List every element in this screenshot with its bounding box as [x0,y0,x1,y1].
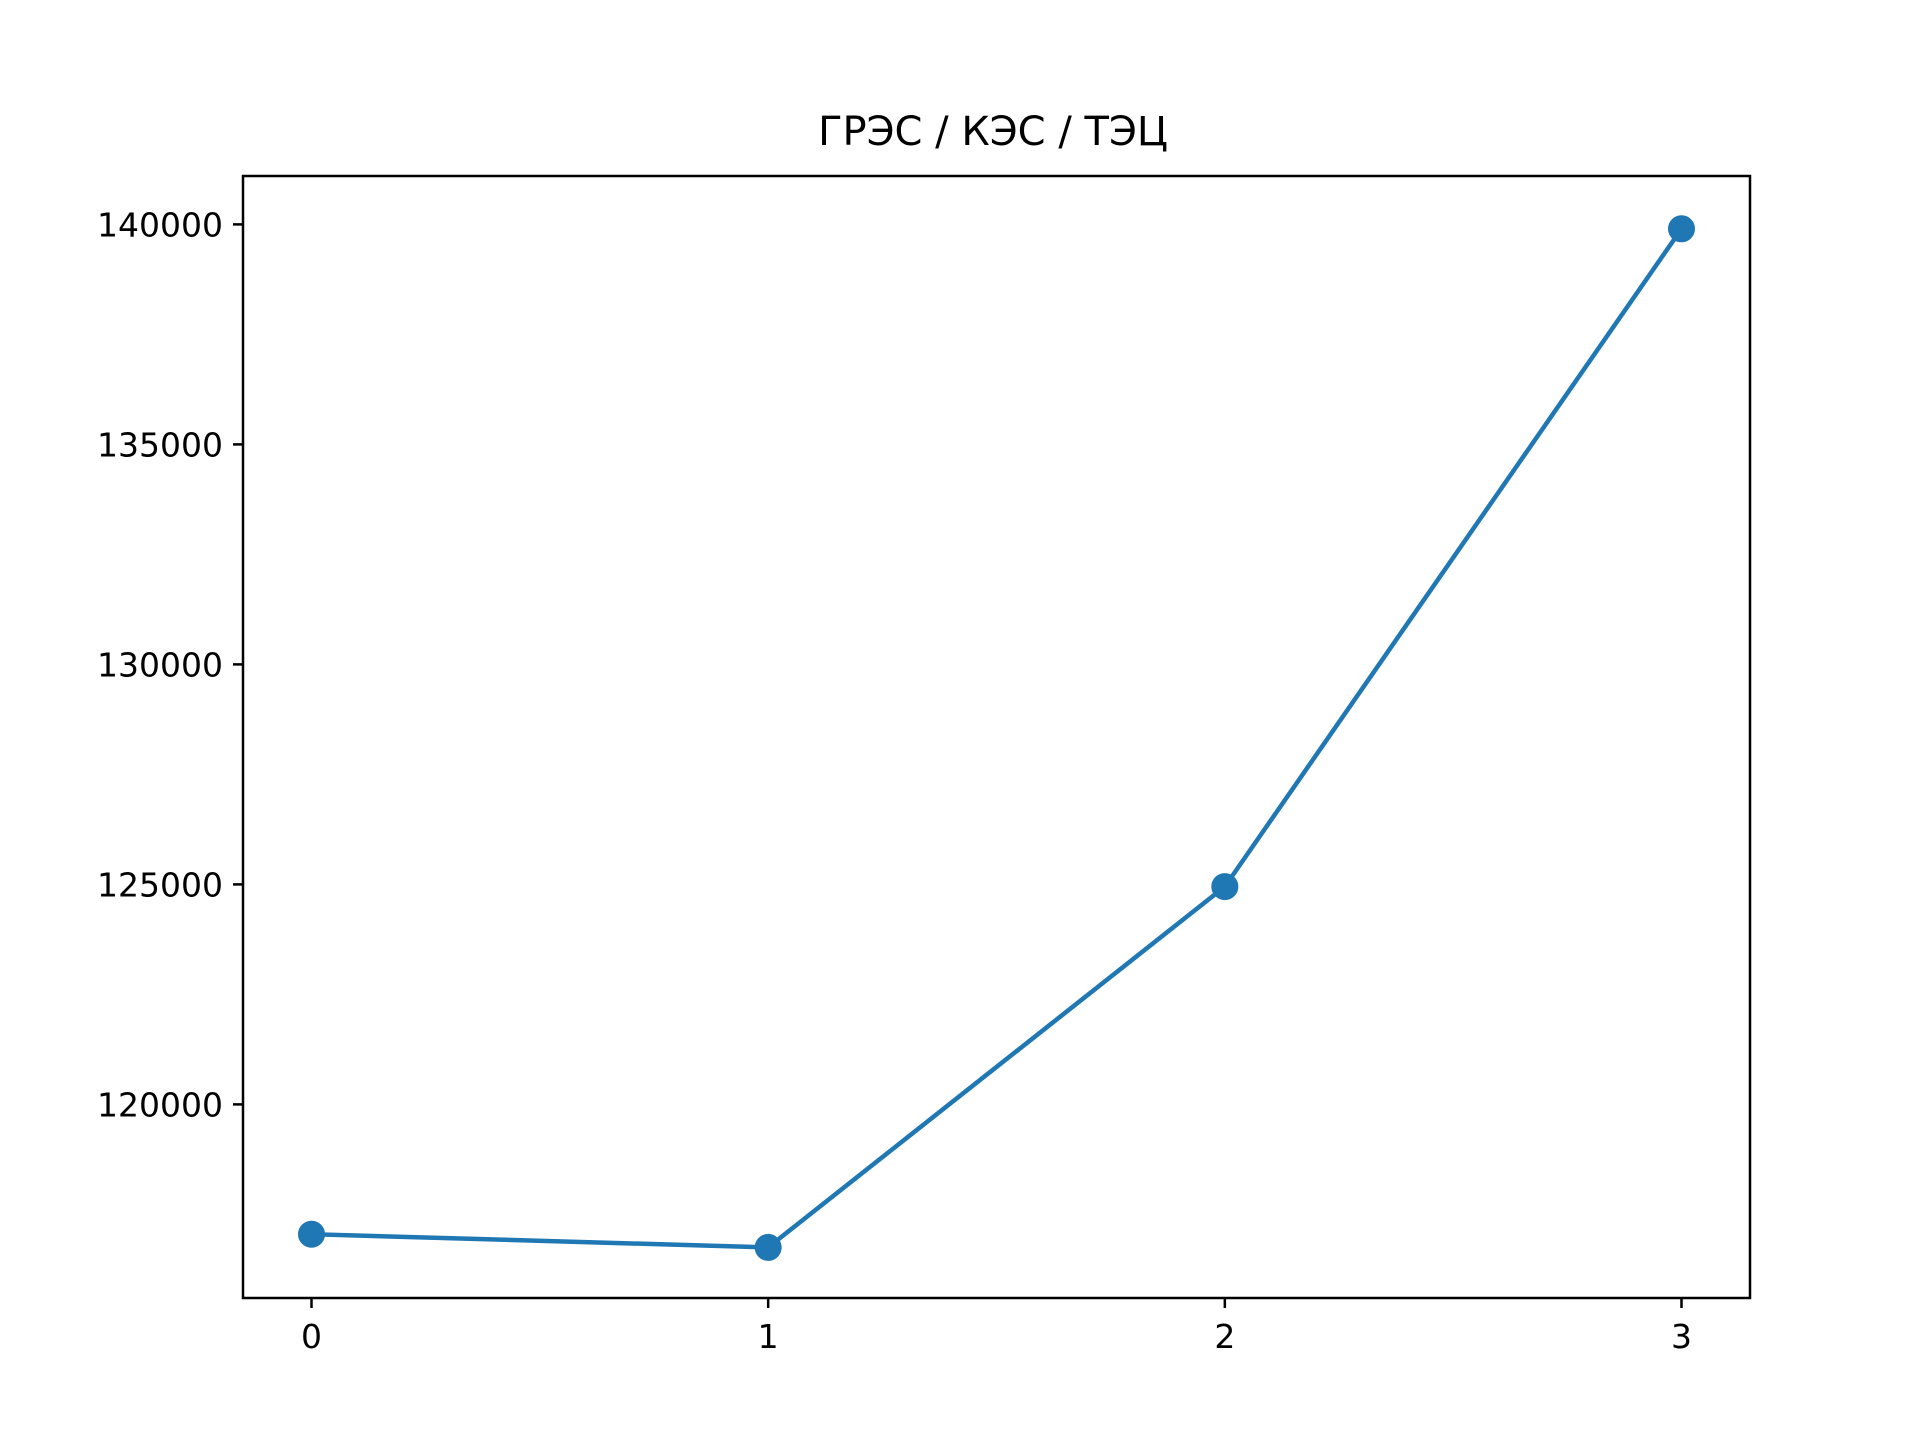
plot-frame [241,174,1752,1300]
y-tick-label: 120000 [97,1085,223,1124]
y-tick-label: 130000 [97,645,223,684]
y-tick-label: 140000 [97,205,223,244]
data-point [754,1233,782,1261]
chart-title: ГРЭС / КЭС / ТЭЦ [818,109,1168,155]
data-point [298,1220,325,1248]
x-tick-label: 1 [758,1317,779,1356]
y-tick-label: 125000 [97,865,223,904]
y-tick-label: 135000 [97,425,223,464]
data-point [1668,215,1695,243]
x-tick-label: 2 [1214,1317,1235,1356]
data-point [1211,873,1239,901]
x-tick-label: 3 [1671,1317,1692,1356]
x-tick-label: 0 [301,1317,322,1356]
plot-area: 0 1 2 3 120000 125000 130000 135000 140000 [97,174,1752,1356]
series-line [309,225,1685,1250]
